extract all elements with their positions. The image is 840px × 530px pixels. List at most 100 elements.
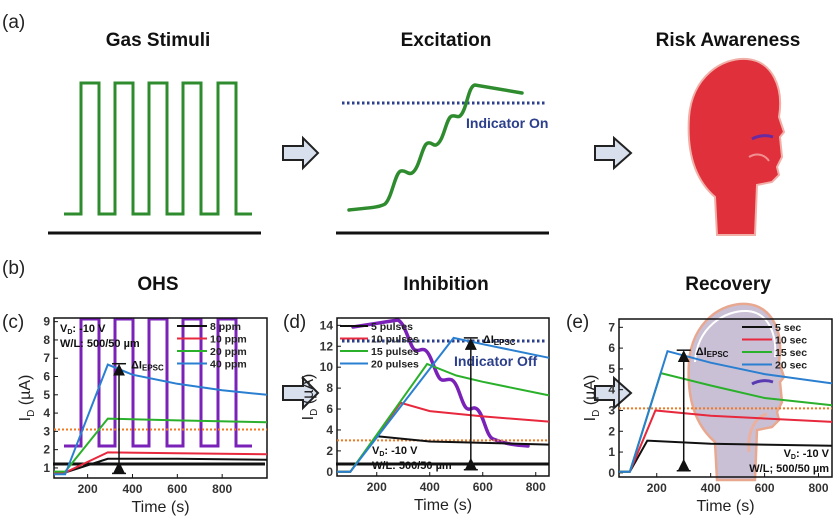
y-tick-label: 4 [326, 423, 333, 437]
x-axis-label: Time (s) [414, 497, 472, 514]
vd-label: V [372, 445, 380, 457]
legend-label: 8 ppm [210, 321, 241, 333]
y-tick-label: 1 [608, 445, 615, 459]
head-alert-icon [687, 57, 786, 236]
series-line-20-pulses [337, 336, 550, 473]
y-tick-label: 7 [43, 351, 50, 365]
y-tick-label: 9 [43, 315, 50, 329]
series-line-8-ppm [54, 457, 268, 474]
legend-label: 20 pulses [371, 359, 419, 371]
y-tick-label: 8 [43, 333, 50, 347]
gas-pulse-train [64, 81, 252, 216]
legend-label: 10 sec [775, 335, 807, 347]
y-tick-label: 3 [608, 403, 615, 417]
x-tick-label: 800 [212, 482, 232, 496]
vd-sub: D [791, 454, 796, 461]
y-tick-label: 2 [326, 444, 333, 458]
wl-annotation: W/L: 500/50 µm [372, 460, 452, 472]
y-tick-label: 2 [608, 424, 615, 438]
right-arrow-icon [282, 375, 320, 411]
ohs-title: OHS [137, 274, 178, 295]
drain-voltage-annotation: VD: -10 V [60, 323, 106, 336]
x-axis-label: Time (s) [131, 499, 189, 516]
x-tick-label: 400 [420, 480, 440, 494]
wl-annotation: W/L: 500/50 µm [60, 338, 140, 350]
y-tick-label: 0 [608, 466, 615, 480]
vd-sub: D [67, 329, 72, 336]
x-tick-label: 200 [647, 481, 667, 495]
legend-label: 40 ppm [210, 359, 247, 371]
wl-annotation: W/L; 500/50 µm [749, 463, 829, 475]
delta-label-main: ΔI [131, 360, 142, 372]
plot-frame [618, 318, 833, 478]
panel-label-b: (b) [2, 258, 25, 279]
y-tick-label: 5 [608, 362, 615, 376]
x-axis-label: Time (s) [696, 498, 754, 515]
charts: (c) 200 400 600 800 1 2 3 4 5 6 7 8 9 Time (s) ID (µA) Δ… [2, 312, 833, 516]
x-tick-label: 600 [167, 482, 187, 496]
x-tick-label: 400 [701, 481, 721, 495]
x-tick-label: 800 [809, 481, 829, 495]
indicator-off-label: Indicator Off [454, 353, 538, 369]
legend-label: 10 pulses [371, 334, 419, 346]
y-axis-label: ID (µA) [582, 375, 602, 422]
vd-value: : -10 V [72, 323, 106, 335]
y-axis-label-sub: D [309, 409, 320, 416]
excitation-title: Excitation [401, 30, 492, 51]
y-tick-label: 8 [326, 381, 333, 395]
delta-label-main: ΔI [696, 346, 707, 358]
y-tick-label: 6 [608, 341, 615, 355]
x-tick-label: 200 [78, 482, 98, 496]
y-tick-label: 2 [43, 443, 50, 457]
ohs-pulse-train [64, 317, 252, 448]
panel-label: (d) [283, 312, 306, 333]
panel-label-a: (a) [2, 12, 25, 33]
x-tick-label: 600 [755, 481, 775, 495]
vd-sub: D [379, 451, 384, 458]
inhibition-title: Inhibition [403, 274, 488, 295]
drain-voltage-annotation: VD: -10 V [372, 445, 418, 458]
y-tick-label: 4 [43, 406, 50, 420]
y-tick-label: 5 [43, 388, 50, 402]
delta-label-sub: EPSC [707, 350, 729, 359]
risk-awareness-title: Risk Awareness [656, 30, 801, 51]
panel-label: (c) [2, 312, 24, 333]
legend-label: 10 ppm [210, 334, 247, 346]
delta-label: ΔIEPSC [131, 360, 164, 373]
gas-stimuli-title: Gas Stimuli [106, 30, 211, 51]
plot-frame [53, 317, 268, 479]
x-tick-label: 800 [526, 480, 546, 494]
series-line-10-ppm [54, 451, 268, 474]
drain-voltage-annotation: VD: -10 V [784, 448, 830, 461]
legend-label: 15 pulses [371, 346, 419, 358]
y-tick-label: 14 [320, 318, 334, 332]
y-tick-label: 6 [43, 370, 50, 384]
plot-frame [336, 317, 550, 477]
panel-label: (e) [566, 312, 589, 333]
delta-label-main: ΔI [483, 334, 494, 346]
delta-label-sub: EPSC [142, 364, 164, 373]
legend-label: 5 sec [775, 322, 801, 334]
y-tick-label: 10 [320, 360, 334, 374]
series-line-40-ppm [54, 363, 268, 476]
legend-label: 20 sec [775, 360, 807, 372]
right-arrow-icon [594, 135, 633, 171]
vd-value: : -10 V [796, 448, 830, 460]
y-tick-label: 6 [326, 402, 333, 416]
legend-label: 15 sec [775, 347, 807, 359]
y-axis-label: ID (µA) [17, 375, 37, 422]
inhibition-curve [351, 318, 530, 448]
delta-label: ΔIEPSC [483, 334, 516, 347]
y-tick-label: 4 [608, 383, 615, 397]
legend-label: 20 ppm [210, 346, 247, 358]
x-tick-label: 200 [367, 480, 387, 494]
recovery-title: Recovery [685, 274, 771, 295]
y-tick-label: 3 [43, 424, 50, 438]
vd-label: V [60, 323, 68, 335]
y-axis-label-main: I [300, 416, 317, 420]
right-arrow-icon [282, 135, 320, 171]
